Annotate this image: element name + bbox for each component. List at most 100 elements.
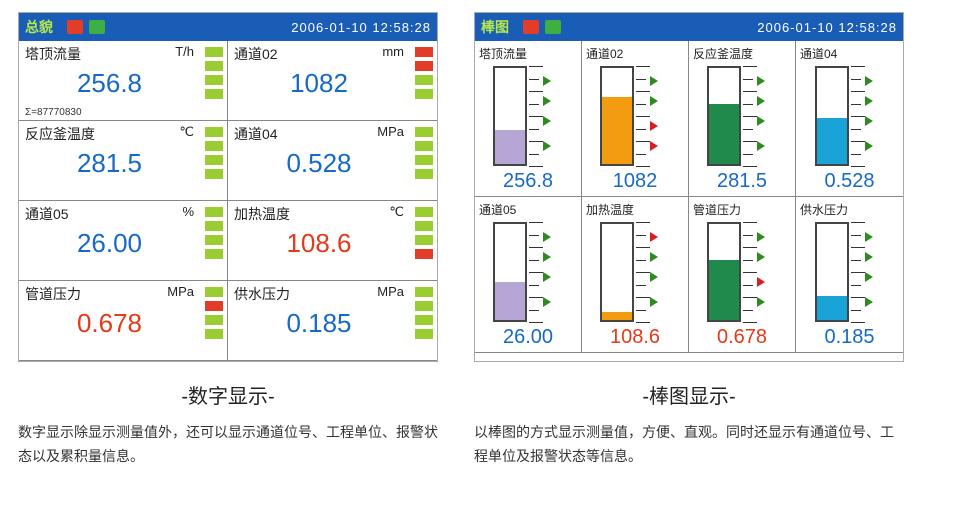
bar-cell: 反应釜温度 281.5 <box>689 41 796 197</box>
alarm-segment <box>415 221 433 231</box>
channel-value: 26.00 <box>25 228 222 259</box>
channel-value: 0.678 <box>717 326 767 349</box>
channel-label: 反应釜温度 <box>25 124 95 144</box>
channel-value: 0.678 <box>25 308 222 339</box>
alarm-segment <box>415 287 433 297</box>
digit-cell: 塔顶流量T/h256.8Σ=87770830 <box>19 41 228 121</box>
channel-label: 供水压力 <box>800 201 848 218</box>
digit-caption: -数字显示- 数字显示除显示测量值外，还可以显示通道位号、工程单位、报警状态以及… <box>18 380 438 469</box>
bar-fill <box>709 104 739 164</box>
bar-fill <box>817 118 847 164</box>
alarm-marker <box>757 76 765 86</box>
channel-sum: Σ=87770830 <box>25 107 82 118</box>
bar-cell: 塔顶流量256.8 <box>475 41 582 197</box>
alarm-segment <box>205 75 223 85</box>
bar-cell: 通道040.528 <box>796 41 903 197</box>
channel-label: 通道02 <box>586 45 623 62</box>
bar-ticks <box>851 222 881 322</box>
alarm-segment <box>415 127 433 137</box>
alarm-marker <box>865 116 873 126</box>
channel-value: 108.6 <box>234 228 432 259</box>
digit-panel-header: 总貌 2006-01-10 12:58:28 <box>19 13 437 41</box>
channel-value: 1082 <box>613 170 658 193</box>
alarm-marker <box>865 272 873 282</box>
alarm-marker <box>757 252 765 262</box>
bar-fill <box>817 296 847 320</box>
alarm-segment <box>205 301 223 311</box>
bar-fill <box>602 312 632 320</box>
alarm-segments <box>205 47 223 99</box>
alarm-segment <box>415 75 433 85</box>
alarm-segment <box>415 141 433 151</box>
bar-cell: 通道02 1082 <box>582 41 689 197</box>
channel-value: 281.5 <box>25 148 222 179</box>
alarm-segment <box>415 315 433 325</box>
digit-cell: 反应釜温度℃281.5 <box>19 121 228 201</box>
channel-label: 反应釜温度 <box>693 45 753 62</box>
alarm-marker <box>543 297 551 307</box>
alarm-marker <box>543 96 551 106</box>
channel-value: 281.5 <box>717 170 767 193</box>
bar-panel-header: 棒图 2006-01-10 12:58:28 <box>475 13 903 41</box>
alarm-segment <box>415 329 433 339</box>
channel-value: 1082 <box>234 68 432 99</box>
alarm-segment <box>205 141 223 151</box>
alarm-marker <box>865 232 873 242</box>
alarm-marker <box>865 76 873 86</box>
channel-label: 通道04 <box>800 45 837 62</box>
alarm-segment <box>205 47 223 57</box>
bar-gauge <box>815 222 885 322</box>
alarm-marker <box>543 76 551 86</box>
bar-cell: 供水压力0.185 <box>796 197 903 353</box>
alarm-marker <box>757 297 765 307</box>
alarm-marker <box>865 96 873 106</box>
alarm-status-icon <box>67 20 83 34</box>
alarm-segment <box>205 169 223 179</box>
alarm-marker <box>543 252 551 262</box>
bar-cell: 加热温度 108.6 <box>582 197 689 353</box>
alarm-segment <box>415 235 433 245</box>
bar-fill <box>602 97 632 164</box>
alarm-segment <box>415 155 433 165</box>
bar-caption-body: 以棒图的方式显示测量值，方便、直观。同时还显示有通道位号、工程单位及报警状态等信… <box>474 421 904 469</box>
alarm-marker <box>865 141 873 151</box>
digit-panel-timestamp: 2006-01-10 12:58:28 <box>291 20 431 35</box>
alarm-marker <box>650 141 658 151</box>
usb-status-icon <box>89 20 105 34</box>
channel-label: 供水压力 <box>234 284 290 304</box>
alarm-marker <box>650 76 658 86</box>
bar-gauge <box>493 66 563 166</box>
channel-label: 通道05 <box>25 204 69 224</box>
channel-label: 塔顶流量 <box>479 45 527 62</box>
digit-cell: 通道02mm1082 <box>228 41 437 121</box>
alarm-segment <box>205 221 223 231</box>
bar-cell: 管道压力 0.678 <box>689 197 796 353</box>
bar-gauge <box>600 66 670 166</box>
bar-gauge <box>707 222 777 322</box>
alarm-segment <box>205 235 223 245</box>
alarm-segment <box>205 249 223 259</box>
channel-label: 加热温度 <box>586 201 634 218</box>
alarm-segment <box>415 207 433 217</box>
bar-fill <box>495 130 525 164</box>
bar-panel-title: 棒图 <box>481 17 509 37</box>
alarm-segments <box>205 207 223 259</box>
alarm-marker <box>543 232 551 242</box>
alarm-segment <box>415 249 433 259</box>
bar-gauge <box>707 66 777 166</box>
digit-caption-body: 数字显示除显示测量值外，还可以显示通道位号、工程单位、报警状态以及累积量信息。 <box>18 421 438 469</box>
channel-label: 管道压力 <box>693 201 741 218</box>
bar-cells-grid: 塔顶流量256.8通道021082反应釜温度281.5通道040.528通道05… <box>475 41 903 353</box>
digit-cell: 通道04MPa0.528 <box>228 121 437 201</box>
bar-panel-timestamp: 2006-01-10 12:58:28 <box>757 20 897 35</box>
channel-value: 0.185 <box>234 308 432 339</box>
alarm-segment <box>205 127 223 137</box>
channel-value: 108.6 <box>610 326 660 349</box>
alarm-segments <box>205 127 223 179</box>
alarm-segment <box>415 89 433 99</box>
channel-label: 塔顶流量 <box>25 44 81 64</box>
alarm-marker <box>650 252 658 262</box>
digit-display-panel: 总貌 2006-01-10 12:58:28 塔顶流量T/h256.8Σ=877… <box>18 12 438 362</box>
alarm-marker <box>757 232 765 242</box>
alarm-segments <box>415 127 433 179</box>
